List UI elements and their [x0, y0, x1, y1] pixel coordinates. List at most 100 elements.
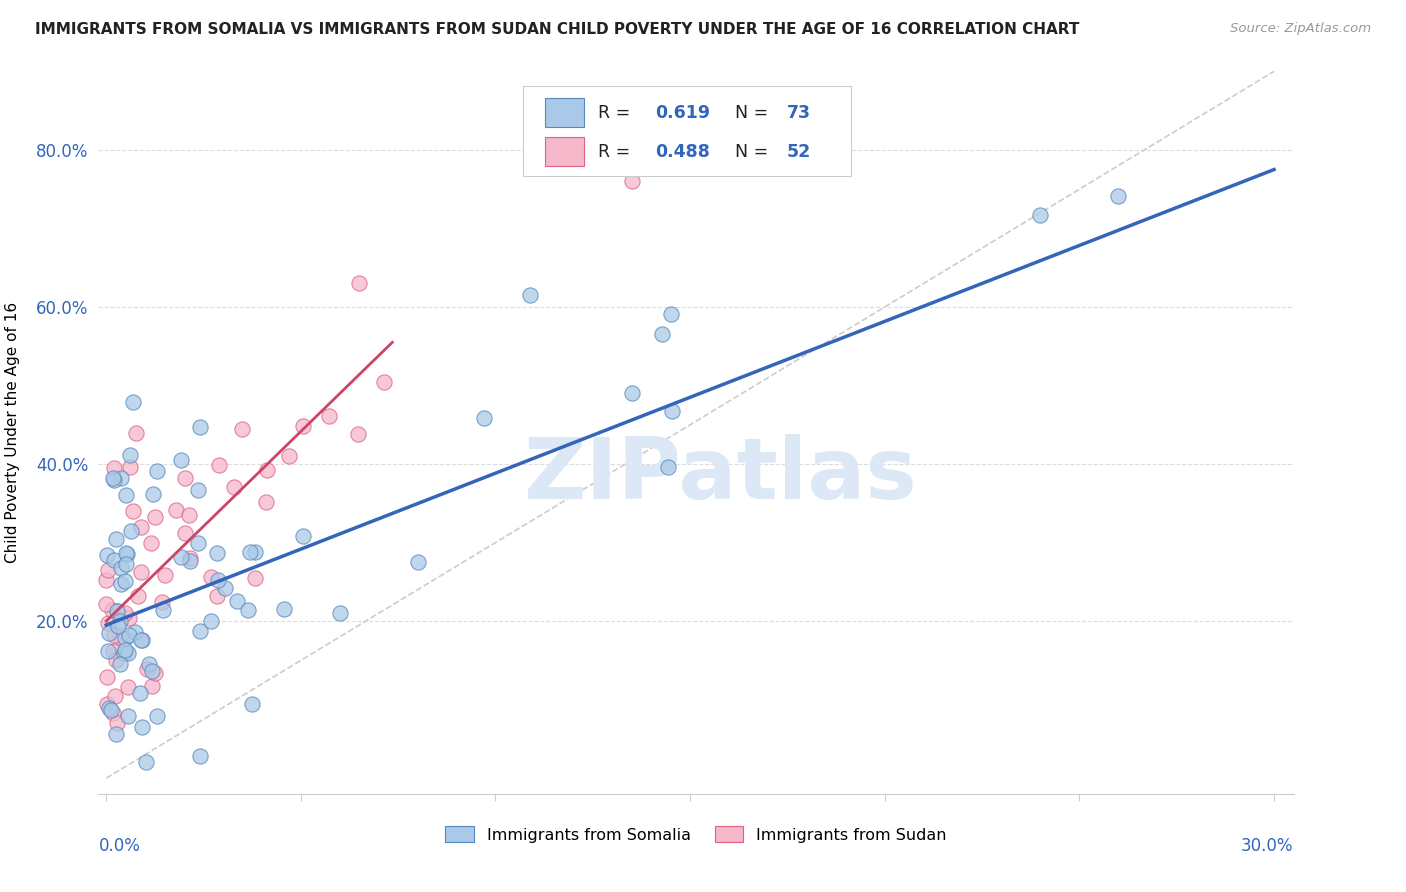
Text: 52: 52: [787, 143, 811, 161]
Point: [105, 532, 128, 546]
Point: [179, 551, 201, 566]
Point: [124, 625, 146, 640]
Point: [224, 480, 246, 494]
Point: [1029, 208, 1052, 222]
Point: [406, 555, 429, 569]
Point: [143, 510, 166, 524]
Text: R =: R =: [598, 143, 636, 161]
Point: [110, 577, 132, 591]
Point: [96, 573, 118, 587]
Point: [128, 686, 150, 700]
Point: [115, 488, 138, 502]
Point: [620, 386, 643, 401]
Point: [121, 504, 143, 518]
Point: [657, 460, 679, 475]
Point: [101, 706, 124, 721]
Point: [142, 487, 165, 501]
Point: [110, 630, 132, 644]
Point: [472, 410, 495, 425]
Text: R =: R =: [598, 103, 636, 121]
Point: [97, 615, 120, 630]
Point: [141, 679, 163, 693]
Point: [135, 756, 157, 770]
Point: [225, 594, 247, 608]
Point: [103, 628, 125, 642]
Point: [245, 570, 267, 584]
Point: [131, 720, 153, 734]
Point: [115, 547, 138, 561]
Point: [179, 554, 201, 568]
Point: [117, 646, 139, 660]
Point: [329, 607, 352, 621]
Point: [117, 708, 139, 723]
Point: [174, 525, 197, 540]
Point: [118, 627, 141, 641]
Point: [97, 701, 120, 715]
Point: [105, 716, 128, 731]
Point: [120, 449, 142, 463]
Point: [205, 589, 228, 603]
Point: [146, 464, 169, 478]
Point: [292, 419, 315, 434]
Point: [97, 563, 120, 577]
Point: [97, 644, 120, 658]
Point: [129, 520, 152, 534]
Point: [138, 657, 160, 671]
Point: [153, 567, 176, 582]
Point: [188, 419, 211, 434]
Point: [118, 611, 141, 625]
Point: [150, 595, 173, 609]
Point: [104, 727, 127, 741]
Point: [96, 670, 118, 684]
Point: [103, 461, 125, 475]
Point: [240, 698, 263, 712]
Bar: [546, 137, 583, 166]
Point: [114, 574, 136, 588]
Text: IMMIGRANTS FROM SOMALIA VS IMMIGRANTS FROM SUDAN CHILD POVERTY UNDER THE AGE OF : IMMIGRANTS FROM SOMALIA VS IMMIGRANTS FR…: [35, 22, 1080, 37]
Point: [174, 471, 197, 485]
Point: [131, 632, 153, 647]
Point: [143, 666, 166, 681]
Point: [121, 394, 143, 409]
Point: [120, 459, 142, 474]
Point: [110, 614, 132, 628]
Point: [139, 536, 162, 550]
Point: [129, 632, 152, 647]
Point: [170, 549, 193, 564]
Point: [101, 643, 124, 657]
Point: [231, 422, 253, 436]
Point: [207, 546, 229, 560]
Point: [179, 508, 201, 522]
Text: 0.0%: 0.0%: [98, 838, 141, 855]
Point: [97, 626, 120, 640]
Point: [114, 631, 136, 645]
Point: [651, 327, 673, 342]
Point: [200, 614, 222, 628]
Point: [254, 495, 277, 509]
Point: [107, 618, 129, 632]
Point: [127, 589, 149, 603]
Point: [105, 604, 128, 618]
Text: 0.488: 0.488: [655, 143, 710, 161]
Text: 0.619: 0.619: [655, 103, 710, 121]
Point: [108, 657, 131, 672]
Point: [103, 471, 125, 485]
Point: [519, 288, 541, 302]
Point: [200, 569, 222, 583]
Point: [188, 749, 211, 764]
Point: [125, 425, 148, 440]
Point: [207, 573, 229, 587]
Text: 73: 73: [787, 103, 811, 121]
Point: [104, 690, 127, 704]
Point: [278, 449, 301, 463]
Point: [236, 603, 259, 617]
Point: [347, 426, 370, 441]
Text: 30.0%: 30.0%: [1241, 838, 1294, 855]
Point: [115, 557, 138, 571]
Point: [1107, 189, 1129, 203]
Point: [620, 174, 643, 188]
Point: [110, 560, 132, 574]
Point: [273, 602, 295, 616]
Point: [170, 453, 193, 467]
Point: [100, 703, 122, 717]
